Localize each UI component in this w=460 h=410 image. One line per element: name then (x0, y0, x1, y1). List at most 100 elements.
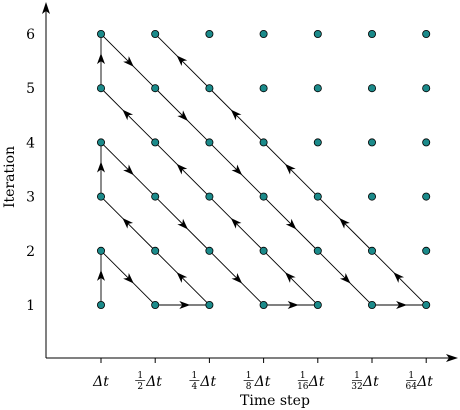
grid-node (422, 300, 431, 309)
arrow-icon (285, 218, 297, 230)
arrow-icon (230, 109, 242, 121)
grid-node (422, 29, 431, 38)
arrow-icon (396, 301, 408, 309)
grid-node (422, 138, 431, 147)
tick-symbol: Δt (199, 374, 216, 390)
arrow-icon (230, 218, 242, 229)
grid-node (151, 246, 160, 255)
fraction-denominator: 2 (137, 382, 143, 392)
grid-node (205, 246, 214, 255)
path-edge (265, 253, 316, 303)
arrow-icon (393, 272, 405, 283)
x-axis-arrow-icon (446, 354, 458, 362)
y-axis-label: Iteration (2, 146, 18, 208)
arrow-icon (123, 56, 134, 67)
x-axis-label: Time step (240, 393, 310, 409)
fraction-numerator: 1 (300, 371, 306, 381)
grid-node (205, 300, 214, 309)
y-tick-label: 2 (26, 244, 35, 260)
y-tick-label: 6 (26, 27, 35, 43)
fraction-numerator: 1 (246, 371, 252, 381)
x-tick-group: Δt 12 Δt 14 Δt 18 Δt 116 Δt 132 Δt 164 Δt (92, 358, 433, 392)
x-tick-label: 12 Δt (135, 358, 162, 392)
tick-symbol: Δt (92, 374, 109, 390)
grid-node (367, 192, 376, 201)
arrow-icon (97, 269, 105, 281)
fraction-numerator: 1 (354, 371, 360, 381)
grid-node (259, 84, 268, 93)
grid-node (151, 192, 160, 201)
arrow-icon (122, 109, 134, 121)
fraction-denominator: 32 (351, 382, 362, 392)
arrow-icon (123, 164, 134, 176)
grid-node (313, 192, 322, 201)
grid-node (422, 192, 431, 201)
fraction-numerator: 1 (137, 371, 143, 381)
x-tick-label: 164 Δt (405, 358, 433, 392)
fraction-numerator: 1 (408, 371, 414, 381)
grid-node (205, 192, 214, 201)
arrow-icon (122, 218, 134, 229)
y-tick-label: 5 (26, 81, 35, 97)
arrow-icon (176, 55, 188, 67)
arrow-icon (231, 164, 243, 176)
arrow-icon (285, 163, 296, 175)
grid-node (97, 29, 106, 38)
path-edge (157, 144, 208, 195)
arrow-icon (285, 272, 296, 283)
grid-node (97, 300, 106, 309)
path-edge (211, 144, 262, 195)
grid-node (367, 138, 376, 147)
grid-node (259, 300, 268, 309)
arrow-icon (123, 272, 134, 284)
path-edge (320, 253, 370, 303)
x-tick-label: 132 Δt (351, 358, 379, 392)
x-tick-label: 14 Δt (189, 358, 217, 392)
grid-node (259, 29, 268, 38)
path-edge (211, 90, 262, 141)
grid-nodes (97, 29, 431, 309)
grid-node (97, 84, 106, 93)
x-tick-label: 116 Δt (297, 358, 325, 392)
arrow-icon (97, 161, 105, 173)
grid-node (205, 84, 214, 93)
arrow-icon (339, 272, 351, 284)
path-edge (211, 253, 262, 303)
path-edge (103, 90, 153, 141)
fraction-denominator: 16 (297, 382, 309, 392)
fraction-denominator: 64 (405, 382, 417, 392)
arrow-icon (176, 163, 188, 175)
grid-node (313, 138, 322, 147)
fraction-denominator: 8 (246, 382, 252, 392)
arrow-icon (176, 272, 188, 283)
grid-node (259, 192, 268, 201)
tick-symbol: Δt (362, 374, 379, 390)
fraction-denominator: 4 (192, 382, 198, 392)
arrow-icon (97, 53, 105, 65)
x-tick-label: 18 Δt (243, 358, 271, 392)
grid-node (97, 138, 106, 147)
grid-node (97, 246, 106, 255)
arrow-icon (179, 301, 191, 309)
tick-symbol: Δt (254, 374, 271, 390)
arrow-icon (231, 272, 243, 284)
grid-node (422, 84, 431, 93)
grid-node (367, 300, 376, 309)
grid-node (205, 29, 214, 38)
tick-symbol: Δt (416, 374, 433, 390)
path-edge (157, 253, 208, 303)
arrow-icon (287, 301, 299, 309)
y-tick-label: 3 (26, 190, 35, 206)
path-edges (97, 36, 424, 309)
grid-node (259, 138, 268, 147)
path-edge (374, 253, 424, 303)
grid-node (151, 84, 160, 93)
path-edge (157, 36, 208, 86)
grid-node (313, 300, 322, 309)
x-tick-label: Δt (92, 358, 109, 390)
arrow-icon (177, 218, 188, 230)
arrow-icon (177, 110, 188, 121)
grid-node (151, 138, 160, 147)
grid-node (313, 84, 322, 93)
